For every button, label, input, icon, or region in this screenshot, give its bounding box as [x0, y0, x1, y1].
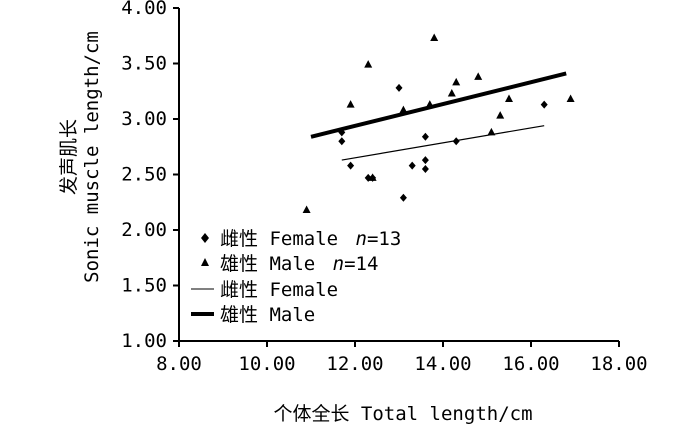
y-tick-label: 1.00 [121, 330, 167, 352]
x-axis-ticks: 8.00 10.00 12.00 14.00 16.00 18.00 [156, 341, 648, 375]
female-data-point [338, 128, 346, 137]
y-axis-title-english: Sonic muscle length/cm [81, 31, 103, 283]
male-data-point [487, 127, 496, 136]
y-tick-label: 3.00 [121, 108, 167, 130]
female-data-point [421, 164, 429, 173]
male-data-point [302, 205, 311, 214]
y-tick-label: 3.50 [121, 53, 167, 75]
y-tick-label: 2.50 [121, 164, 167, 186]
legend-item-female-points: 雌性 Female n=13 [201, 228, 401, 250]
legend-item-male-line: 雄性 Male [191, 304, 315, 326]
male-trendline [310, 71, 567, 139]
legend-male-n-value: =14 [344, 253, 378, 275]
female-data-point [338, 137, 346, 146]
male-data-point [430, 33, 439, 41]
legend-diamond-marker [201, 233, 209, 243]
legend: 雌性 Female n=13 雄性 Male n=14 雌性 Female 雄性… [191, 228, 401, 326]
legend-female-n-value: =13 [367, 228, 401, 250]
y-tick-label: 4.00 [121, 0, 167, 19]
female-data-point [347, 161, 355, 170]
male-data-point [399, 105, 408, 114]
female-data-point [408, 161, 416, 170]
x-tick-label: 16.00 [502, 353, 559, 375]
x-tick-label: 10.00 [238, 353, 295, 375]
male-data-point [425, 100, 434, 108]
data-points [302, 33, 575, 214]
plot-area: 1.00 1.50 2.00 2.50 3.00 3.50 4.00 8.00 10.00 12… [121, 0, 647, 375]
legend-female-n: n [356, 228, 367, 250]
female-trendline [341, 125, 545, 161]
legend-male-label: 雄性 Male [220, 253, 315, 275]
legend-female-label: 雌性 Female [220, 228, 338, 250]
male-data-point [368, 173, 377, 181]
legend-triangle-marker [201, 258, 209, 266]
x-axis-title: 个体全长 Total length/cm [273, 403, 532, 425]
female-data-point [452, 137, 460, 146]
male-data-point [496, 111, 505, 119]
y-axis-title-chinese: 发声肌长 [58, 119, 80, 195]
male-data-point [364, 60, 373, 68]
legend-item-male-points: 雄性 Male n=14 [201, 253, 378, 275]
x-tick-label: 14.00 [414, 353, 471, 375]
male-data-point [474, 72, 483, 80]
legend-item-female-line: 雌性 Female [191, 279, 338, 301]
x-tick-label: 8.00 [156, 353, 202, 375]
legend-female-line-label: 雌性 Female [220, 279, 338, 301]
trendlines [310, 71, 567, 161]
male-data-point [452, 77, 461, 86]
female-data-point [421, 156, 429, 165]
male-data-point [505, 94, 513, 103]
x-tick-label: 18.00 [590, 353, 647, 375]
y-tick-label: 1.50 [121, 275, 167, 297]
y-axis-ticks: 1.00 1.50 2.00 2.50 3.00 3.50 4.00 [121, 0, 179, 352]
female-data-point [399, 193, 407, 202]
svg-text:雄性 Male n=14: 雄性 Male n=14 [220, 253, 378, 275]
legend-male-line-label: 雄性 Male [220, 304, 315, 326]
y-tick-label: 2.00 [121, 219, 167, 241]
male-data-point [566, 94, 575, 103]
female-data-point [395, 83, 403, 92]
x-tick-label: 12.00 [326, 353, 383, 375]
svg-text:雌性 Female n=13: 雌性 Female n=13 [220, 228, 401, 250]
legend-male-n: n [333, 253, 344, 275]
male-data-point [346, 100, 355, 108]
female-data-point [540, 100, 548, 109]
male-data-point [447, 88, 456, 97]
female-data-point [421, 132, 429, 141]
